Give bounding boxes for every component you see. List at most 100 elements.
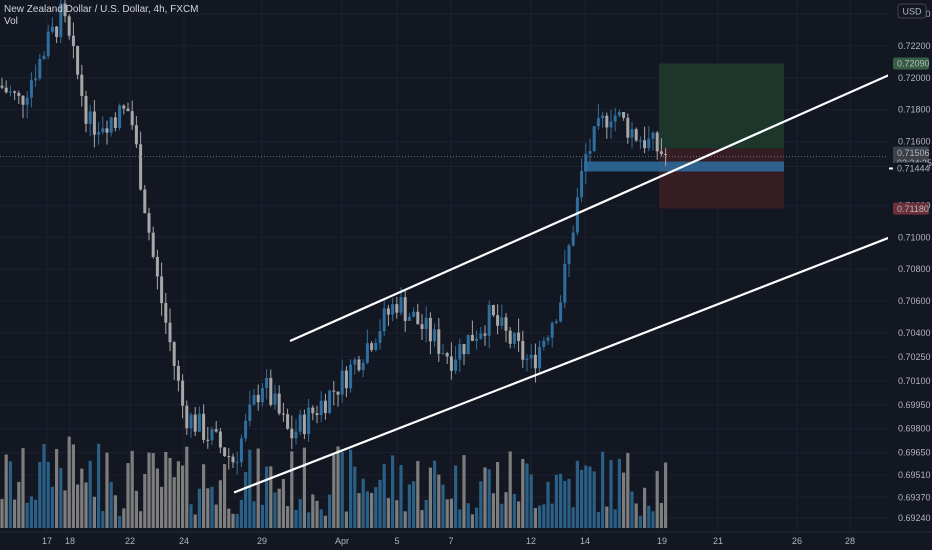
volume-bar: [143, 473, 147, 528]
target-zone[interactable]: [659, 63, 784, 149]
volume-bar: [97, 443, 101, 528]
volume-bar: [529, 474, 533, 528]
candle-body: [143, 189, 147, 214]
candle-body: [185, 405, 189, 429]
candle-body: [134, 125, 138, 145]
candle-body: [521, 340, 525, 360]
volume-bar: [50, 486, 54, 528]
volume-bar: [46, 461, 50, 528]
candle-body: [269, 377, 273, 405]
symbol-title[interactable]: New Zealand Dollar / U.S. Dollar, 4h, FX…: [4, 4, 199, 15]
currency-label: USD: [902, 7, 922, 17]
candle-body: [609, 121, 613, 128]
volume-bar: [273, 492, 277, 528]
candle-body: [294, 431, 298, 439]
candle-body: [46, 31, 50, 56]
candle-body: [239, 438, 243, 463]
candle-body: [151, 232, 155, 257]
time-tick-label: 5: [394, 536, 399, 546]
price-axis-background: [888, 0, 932, 550]
candle-body: [378, 331, 382, 343]
chart-legend: New Zealand Dollar / U.S. Dollar, 4h, FX…: [4, 4, 199, 28]
candle-body: [563, 263, 567, 303]
trendlines: [233, 73, 891, 494]
candle-body: [197, 413, 201, 432]
candle-body: [403, 297, 407, 321]
volume-bar: [328, 494, 332, 528]
candle-body: [424, 317, 428, 329]
volume-bar: [601, 451, 605, 528]
candle-body: [458, 344, 462, 360]
volume-bar: [651, 511, 655, 528]
candle-body: [596, 118, 600, 127]
volume-bar: [546, 481, 550, 528]
candle-body: [147, 213, 151, 233]
candle-body: [613, 115, 617, 122]
volume-bar: [311, 494, 315, 528]
entry-price-label-bg: [893, 162, 929, 175]
volume-bar: [521, 458, 525, 528]
volume-bar: [29, 496, 33, 528]
candle-body: [496, 315, 500, 326]
volume-bar: [403, 511, 407, 528]
candle-body: [349, 364, 353, 389]
volume-bar: [181, 465, 185, 528]
candle-body: [71, 35, 75, 47]
candle-body: [97, 132, 101, 135]
volume-bar: [416, 460, 420, 528]
volume-bar: [210, 486, 214, 528]
trendline-channel-upper[interactable]: [289, 73, 891, 342]
time-tick-label: 29: [257, 536, 267, 546]
volume-bar: [357, 493, 361, 528]
candle-body: [399, 297, 403, 313]
volume-bar: [88, 460, 92, 528]
price-axis[interactable]: 0.724000.722000.720000.718000.716000.714…: [888, 0, 932, 550]
candle-body: [332, 390, 336, 392]
candle-body: [344, 370, 348, 389]
candle-body: [206, 439, 210, 441]
candle-body: [626, 117, 630, 138]
candle-body: [580, 170, 584, 198]
volume-bar: [34, 499, 38, 528]
price-tick-label: 0.72200: [898, 41, 931, 51]
volume-indicator-label[interactable]: Vol: [4, 16, 18, 27]
volume-bar: [584, 465, 588, 528]
volume-bar: [437, 474, 441, 528]
volume-bar: [500, 503, 504, 528]
volume-bar: [538, 505, 542, 528]
volume-bar: [567, 478, 571, 528]
time-axis[interactable]: 17 18 22 24 29 Apr 5 7 12 14 19 21 26 28: [0, 531, 932, 550]
volume-bar: [361, 478, 365, 528]
candle-body: [340, 370, 344, 395]
candle-body: [638, 140, 642, 142]
trendline-channel-lower[interactable]: [233, 236, 891, 494]
volume-bar: [235, 513, 239, 528]
volume-bar: [655, 471, 659, 528]
volume-bar: [147, 452, 151, 528]
volume-bar: [542, 504, 546, 528]
candle-body: [176, 365, 180, 381]
candle-body: [260, 388, 264, 403]
time-tick-label: 24: [179, 536, 189, 546]
candle-body: [365, 343, 369, 363]
volume-bar: [151, 453, 155, 528]
candle-body: [80, 74, 84, 97]
volume-bar: [8, 461, 12, 528]
price-tick-label: 0.70250: [898, 352, 931, 362]
candle-body: [277, 393, 281, 414]
volume-bar: [399, 465, 403, 528]
candle-body: [605, 115, 609, 128]
candle-body: [554, 321, 558, 323]
volume-bar: [475, 507, 479, 528]
currency-badge[interactable]: USD: [897, 3, 927, 19]
stop-zone[interactable]: [659, 148, 784, 209]
volume-bar: [512, 493, 516, 528]
candle-body: [462, 344, 466, 355]
volume-bar: [126, 463, 130, 528]
volume-bar: [613, 509, 617, 528]
candle-body: [437, 329, 441, 354]
candle-body: [479, 333, 483, 339]
candle-body: [412, 311, 416, 317]
candle-body: [281, 413, 285, 415]
